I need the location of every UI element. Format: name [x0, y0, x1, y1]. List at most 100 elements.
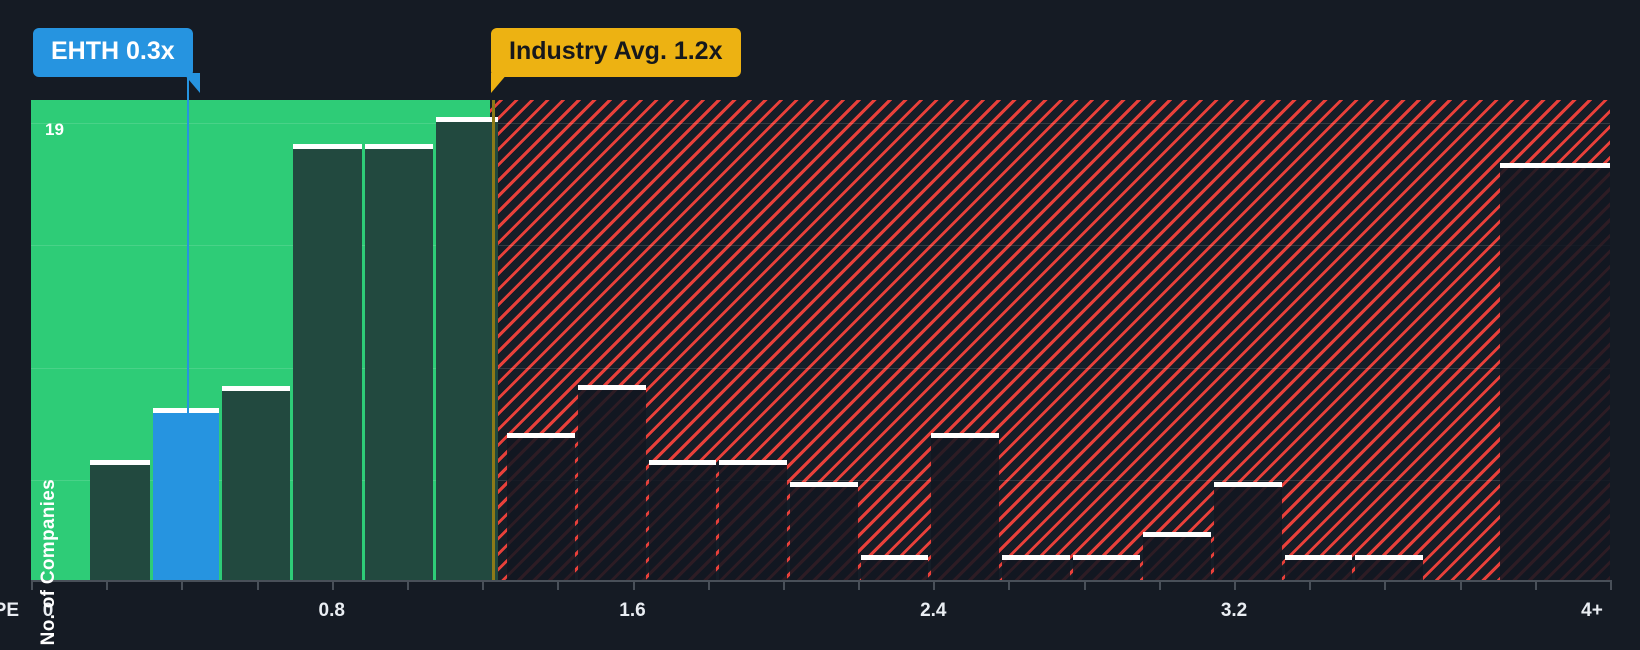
axis-tick: [707, 580, 710, 590]
bar[interactable]: [578, 385, 646, 580]
bar-cap: [1143, 532, 1211, 537]
gridline-2: [31, 368, 1610, 369]
bar-cap: [1002, 555, 1070, 560]
bar-body: [90, 460, 150, 580]
axis-tick: [1309, 580, 1312, 590]
bar-cap: [222, 386, 290, 391]
bar[interactable]: [861, 555, 928, 580]
bar-body: [365, 144, 433, 580]
axis-tick: [632, 580, 635, 590]
bar-cap: [436, 117, 498, 122]
axis-tick: [933, 580, 936, 590]
axis-tick: [1610, 580, 1612, 590]
bar-cap: [293, 144, 362, 149]
bar-body: [1143, 532, 1211, 580]
overvalued-zone: [490, 100, 1610, 580]
x-axis-title: PE: [0, 600, 19, 621]
bar-cap: [1073, 555, 1140, 560]
bar-cap: [507, 433, 575, 438]
axis-tick: [106, 580, 109, 590]
x-tick-label-3.2: 3.2: [1220, 600, 1248, 621]
axis-tick: [482, 580, 485, 590]
bar-body: [1500, 163, 1610, 580]
gridline-0: [31, 123, 1610, 124]
axis-tick: [1534, 580, 1537, 590]
bar-body: [153, 408, 219, 580]
bar[interactable]: [1002, 555, 1070, 580]
company-callout-label: EHTH 0.3x: [51, 37, 175, 65]
industry-average-line: [492, 100, 495, 580]
industry-callout[interactable]: Industry Avg. 1.2x: [491, 28, 741, 93]
axis-tick: [1158, 580, 1161, 590]
axis-tick: [181, 580, 184, 590]
bar-body: [293, 144, 362, 580]
axis-tick: [406, 580, 409, 590]
bar-body: [931, 433, 999, 580]
y-axis-title: No. of Companies: [38, 478, 59, 645]
bar-cap: [931, 433, 999, 438]
x-tick-label-0: 0: [42, 600, 54, 621]
bar[interactable]: [153, 408, 219, 580]
bar-cap: [1355, 555, 1423, 560]
axis-tick: [1008, 580, 1011, 590]
bar[interactable]: [1143, 532, 1211, 580]
bar[interactable]: [1500, 163, 1610, 580]
bar-body: [1214, 482, 1282, 580]
callout-tail: [491, 73, 508, 93]
bar-body: [719, 460, 787, 580]
bar-cap: [719, 460, 787, 465]
bar[interactable]: [222, 386, 290, 580]
axis-tick: [782, 580, 785, 590]
axis-tick: [858, 580, 861, 590]
bar-body: [507, 433, 575, 580]
bar-cap: [861, 555, 928, 560]
axis-tick: [557, 580, 560, 590]
bar-body: [222, 386, 290, 580]
axis-tick: [1234, 580, 1237, 590]
bar-cap: [153, 408, 219, 413]
bar-cap: [790, 482, 858, 487]
bar[interactable]: [931, 433, 999, 580]
gridline-1: [31, 245, 1610, 246]
bar[interactable]: [1073, 555, 1140, 580]
x-tick-label-1.6: 1.6: [619, 600, 646, 621]
bar[interactable]: [649, 460, 716, 580]
x-tick-label-0.8: 0.8: [318, 600, 345, 621]
bar-cap: [1285, 555, 1352, 560]
axis-tick: [331, 580, 334, 590]
bar[interactable]: [293, 144, 362, 580]
bar-body: [790, 482, 858, 580]
bar[interactable]: [1214, 482, 1282, 580]
bar[interactable]: [507, 433, 575, 580]
axis-tick: [256, 580, 259, 590]
plot-area: [31, 100, 1610, 580]
bar-body: [578, 385, 646, 580]
bar[interactable]: [90, 460, 150, 580]
x-axis: [31, 580, 1610, 582]
industry-callout-label: Industry Avg. 1.2x: [509, 37, 723, 65]
x-tick-label-2.4: 2.4: [920, 600, 947, 621]
bar-body: [436, 117, 498, 580]
bar-cap: [90, 460, 150, 465]
company-callout[interactable]: EHTH 0.3x: [33, 28, 200, 93]
bar-cap: [578, 385, 646, 390]
axis-tick: [1083, 580, 1086, 590]
bar-cap: [1500, 163, 1610, 168]
bar-cap: [1214, 482, 1282, 487]
y-axis-max-label: 19: [45, 120, 64, 139]
bar[interactable]: [1285, 555, 1352, 580]
bar[interactable]: [790, 482, 858, 580]
axis-tick: [31, 580, 33, 590]
bar-cap: [649, 460, 716, 465]
bar[interactable]: [436, 117, 498, 580]
callout-tail: [183, 73, 200, 93]
bar[interactable]: [1355, 555, 1423, 580]
x-tick-label-4+: 4+: [1581, 600, 1603, 621]
gridline-3: [31, 480, 1610, 481]
bar[interactable]: [719, 460, 787, 580]
company-callout-stem: [187, 66, 189, 416]
bar[interactable]: [365, 144, 433, 580]
axis-tick: [1384, 580, 1387, 590]
bar-cap: [365, 144, 433, 149]
